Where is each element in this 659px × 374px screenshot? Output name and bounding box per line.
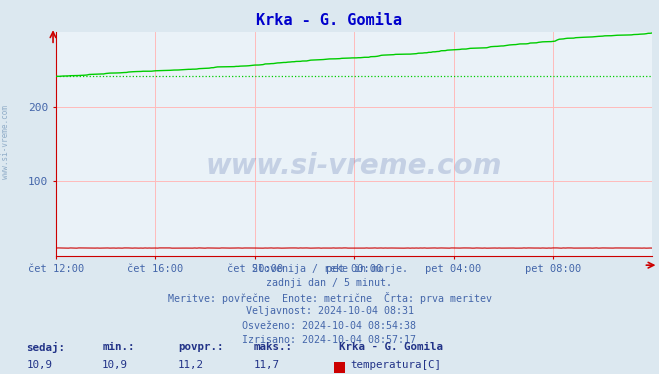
Text: zadnji dan / 5 minut.: zadnji dan / 5 minut.: [266, 278, 393, 288]
Text: sedaj:: sedaj:: [26, 342, 65, 353]
Text: maks.:: maks.:: [254, 342, 293, 352]
Text: 11,2: 11,2: [178, 360, 204, 370]
Text: 10,9: 10,9: [26, 360, 52, 370]
Text: www.si-vreme.com: www.si-vreme.com: [206, 153, 502, 180]
Text: www.si-vreme.com: www.si-vreme.com: [1, 105, 10, 179]
Text: temperatura[C]: temperatura[C]: [350, 360, 441, 370]
Text: Meritve: povřečne  Enote: metrične  Črta: prva meritev: Meritve: povřečne Enote: metrične Črta: …: [167, 292, 492, 304]
Text: min.:: min.:: [102, 342, 134, 352]
Text: Krka - G. Gomila: Krka - G. Gomila: [256, 13, 403, 28]
Text: Krka - G. Gomila: Krka - G. Gomila: [339, 342, 444, 352]
Text: 10,9: 10,9: [102, 360, 128, 370]
Text: Slovenija / reke in morje.: Slovenija / reke in morje.: [252, 264, 407, 274]
Text: 11,7: 11,7: [254, 360, 279, 370]
Text: Veljavnost: 2024-10-04 08:31: Veljavnost: 2024-10-04 08:31: [246, 306, 413, 316]
Text: povpr.:: povpr.:: [178, 342, 223, 352]
Text: Osveženo: 2024-10-04 08:54:38: Osveženo: 2024-10-04 08:54:38: [243, 321, 416, 331]
Text: Izrisano: 2024-10-04 08:57:17: Izrisano: 2024-10-04 08:57:17: [243, 335, 416, 345]
